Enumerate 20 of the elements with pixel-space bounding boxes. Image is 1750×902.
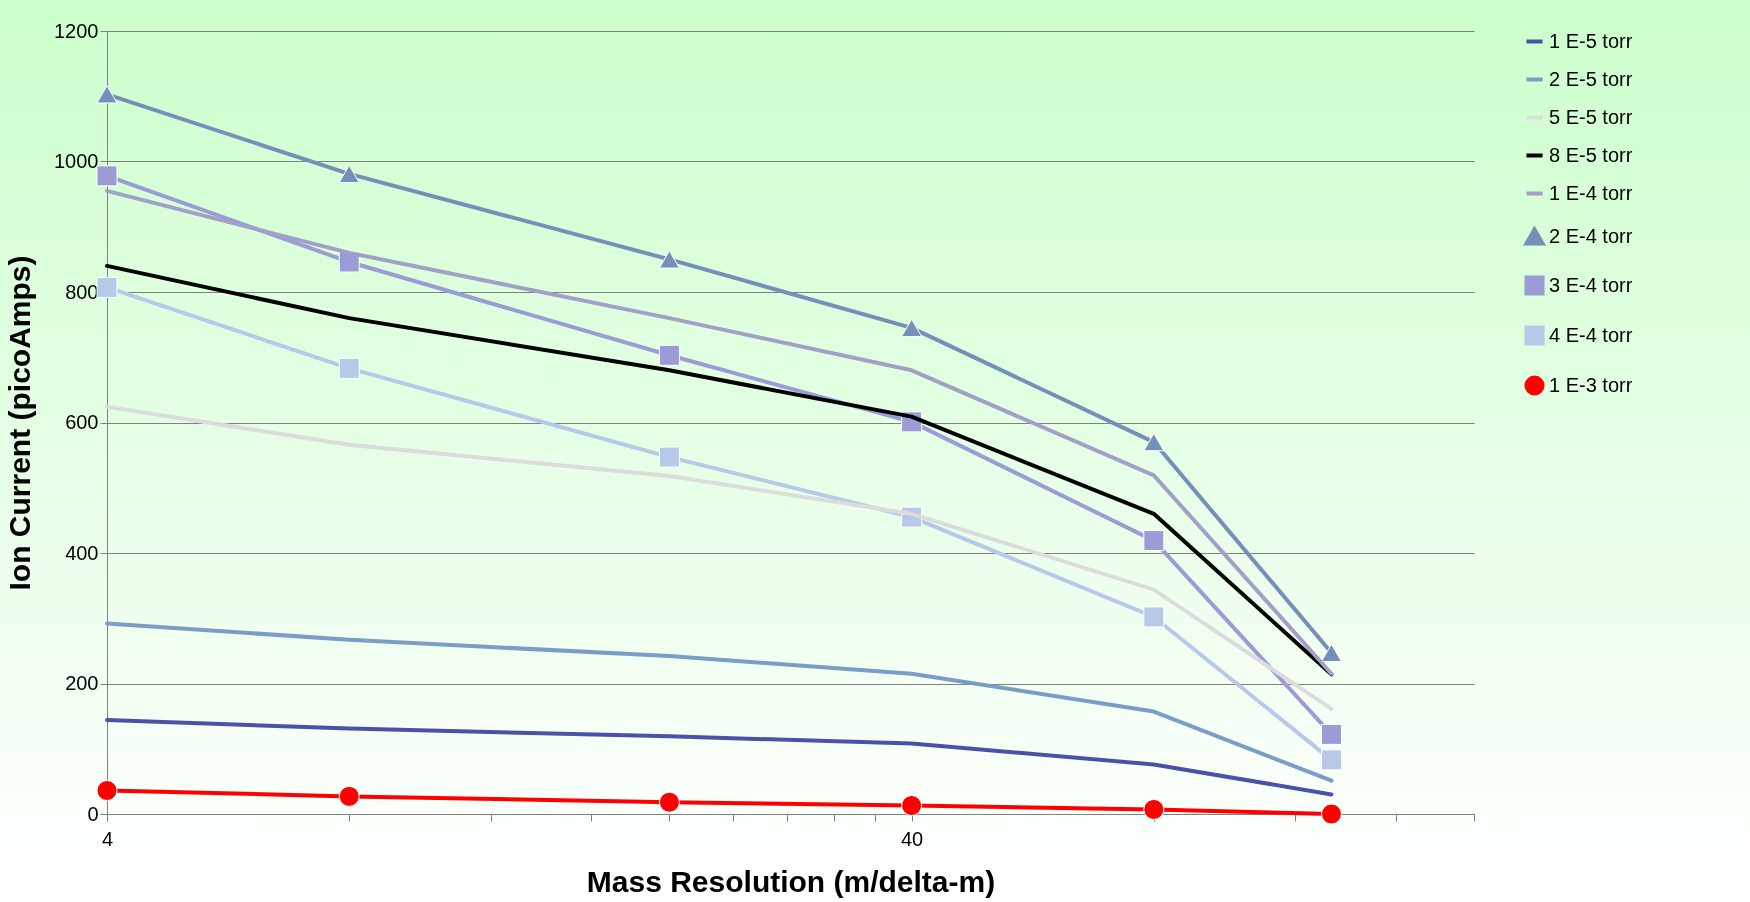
y-tick-label: 800: [65, 280, 99, 303]
legend-label: 8 E-5 torr: [1549, 143, 1633, 166]
y-tick-label: 1000: [54, 150, 99, 172]
legend-label: 5 E-5 torr: [1549, 105, 1633, 128]
y-tick-label: 0: [87, 802, 99, 825]
legend-label: 1 E-4 torr: [1549, 181, 1633, 204]
legend-label: 2 E-5 torr: [1549, 67, 1633, 90]
x-tick-label: 40: [900, 827, 924, 850]
y-tick-label: 600: [65, 411, 99, 433]
legend-label: 2 E-4 torr: [1549, 224, 1633, 247]
x-axis-title: Mass Resolution (m/delta-m): [586, 864, 996, 898]
legend-label: 1 E-5 torr: [1549, 29, 1633, 52]
legend-label: 1 E-3 torr: [1549, 373, 1633, 396]
legend-label: 4 E-4 torr: [1549, 323, 1633, 346]
x-tick-label: 4: [101, 827, 114, 850]
y-axis-title: Ion Current (picoAmps): [3, 255, 37, 591]
legend-label: 3 E-4 torr: [1549, 273, 1633, 296]
y-tick-label: 200: [65, 672, 99, 694]
y-tick-label: 1200: [54, 19, 99, 42]
y-tick-label: 400: [65, 541, 99, 564]
